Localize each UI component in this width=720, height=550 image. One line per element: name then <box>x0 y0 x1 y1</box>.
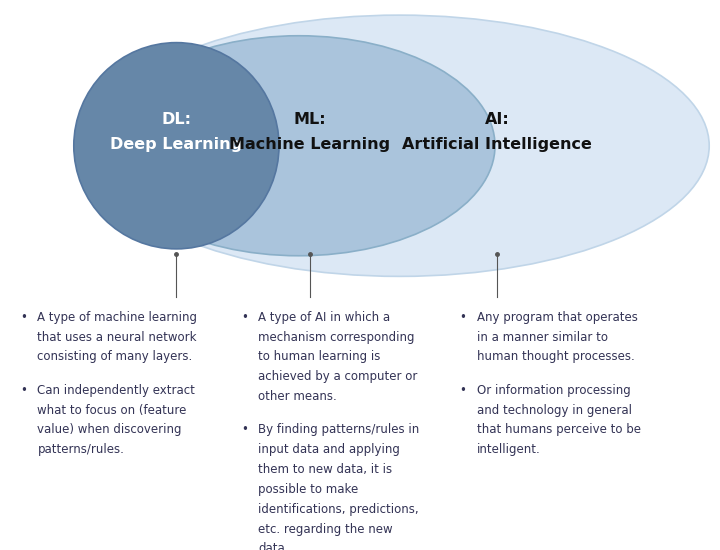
Ellipse shape <box>90 15 709 276</box>
Text: A type of AI in which a: A type of AI in which a <box>258 311 391 324</box>
Text: •: • <box>459 311 467 324</box>
Ellipse shape <box>102 36 495 256</box>
Text: Or information processing: Or information processing <box>477 384 631 397</box>
Text: what to focus on (feature: what to focus on (feature <box>37 404 186 417</box>
Text: identifications, predictions,: identifications, predictions, <box>258 503 419 516</box>
Text: Artificial Intelligence: Artificial Intelligence <box>402 137 592 152</box>
Text: •: • <box>241 311 248 324</box>
Text: possible to make: possible to make <box>258 483 359 496</box>
Text: Any program that operates: Any program that operates <box>477 311 637 324</box>
Text: AI:: AI: <box>485 112 509 127</box>
Text: mechanism corresponding: mechanism corresponding <box>258 331 415 344</box>
Text: •: • <box>20 384 27 397</box>
Text: Machine Learning: Machine Learning <box>229 137 390 152</box>
Text: •: • <box>241 424 248 437</box>
Text: DL:: DL: <box>161 112 192 127</box>
Text: other means.: other means. <box>258 390 337 403</box>
Text: them to new data, it is: them to new data, it is <box>258 463 392 476</box>
Text: consisting of many layers.: consisting of many layers. <box>37 350 193 364</box>
Text: etc. regarding the new: etc. regarding the new <box>258 522 393 536</box>
Text: and technology in general: and technology in general <box>477 404 631 417</box>
Text: A type of machine learning: A type of machine learning <box>37 311 197 324</box>
Text: •: • <box>459 384 467 397</box>
Text: achieved by a computer or: achieved by a computer or <box>258 370 418 383</box>
Text: value) when discovering: value) when discovering <box>37 424 182 437</box>
Text: input data and applying: input data and applying <box>258 443 400 456</box>
Text: Can independently extract: Can independently extract <box>37 384 195 397</box>
Text: data.: data. <box>258 542 289 550</box>
Text: patterns/rules.: patterns/rules. <box>37 443 125 456</box>
Text: By finding patterns/rules in: By finding patterns/rules in <box>258 424 420 437</box>
Text: •: • <box>20 311 27 324</box>
Text: intelligent.: intelligent. <box>477 443 541 456</box>
Ellipse shape <box>74 43 279 249</box>
Text: to human learning is: to human learning is <box>258 350 381 364</box>
Text: that uses a neural network: that uses a neural network <box>37 331 197 344</box>
Text: in a manner similar to: in a manner similar to <box>477 331 608 344</box>
Text: human thought processes.: human thought processes. <box>477 350 634 364</box>
Text: ML:: ML: <box>293 112 326 127</box>
Text: that humans perceive to be: that humans perceive to be <box>477 424 641 437</box>
Text: Deep Learning: Deep Learning <box>110 137 243 152</box>
